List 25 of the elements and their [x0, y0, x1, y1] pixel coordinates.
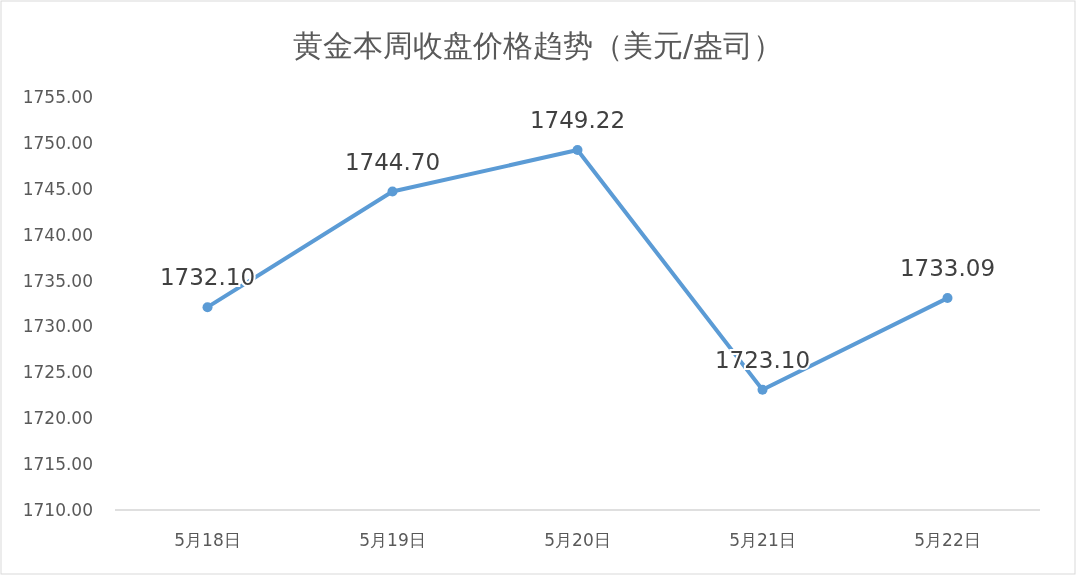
y-tick-label: 1725.00 [22, 362, 93, 383]
x-tick-label: 5月22日 [914, 530, 981, 550]
x-tick-label: 5月18日 [174, 530, 241, 550]
y-tick-label: 1740.00 [22, 224, 93, 245]
point [387, 186, 398, 197]
y-tick-label: 1730.00 [22, 316, 93, 337]
data-label: 1733.09 [899, 255, 996, 282]
y-tick-label: 1735.00 [22, 270, 93, 291]
data-label: 1749.22 [529, 107, 626, 134]
x-tick-label: 5月21日 [729, 530, 796, 550]
y-tick-label: 1750.00 [22, 132, 93, 153]
data-label: 1732.10 [159, 264, 256, 291]
y-tick-label: 1755.00 [22, 87, 93, 107]
point [942, 293, 953, 304]
y-tick-label: 1715.00 [22, 454, 93, 475]
y-tick-label: 1745.00 [22, 178, 93, 199]
y-tick-label: 1710.00 [22, 500, 93, 520]
y-tick-label: 1720.00 [22, 408, 93, 429]
x-tick-label: 5月19日 [359, 530, 426, 550]
point [202, 302, 213, 313]
chart-title: 黄金本周收盘价格趋势（美元/盎司） [292, 28, 784, 63]
point [572, 145, 583, 156]
point [757, 384, 768, 395]
x-tick-label: 5月20日 [544, 530, 611, 550]
data-label: 1744.70 [344, 148, 441, 175]
